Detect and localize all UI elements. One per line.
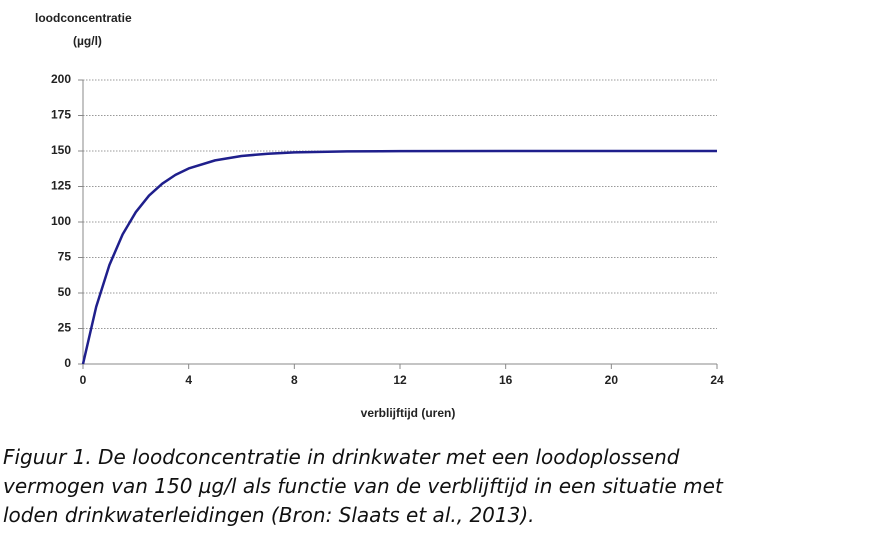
caption-line: Figuur 1. De loodconcentratie in drinkwa…	[3, 445, 680, 469]
y-tick-label: 50	[58, 285, 72, 299]
y-axis-unit: (µg/l)	[73, 34, 102, 48]
x-tick-label: 20	[605, 373, 619, 387]
y-tick-label: 0	[64, 356, 71, 370]
y-tick-label: 125	[51, 179, 71, 193]
y-tick-label: 75	[58, 250, 72, 264]
x-tick-label: 4	[185, 373, 192, 387]
caption-line: loden drinkwaterleidingen (Bron: Slaats …	[3, 503, 535, 527]
y-tick-label: 175	[51, 108, 71, 122]
x-tick-label: 16	[499, 373, 513, 387]
caption-line: vermogen van 150 µg/l als functie van de…	[3, 474, 724, 498]
x-tick-label: 0	[80, 373, 87, 387]
x-tick-label: 12	[393, 373, 407, 387]
y-tick-label: 150	[51, 143, 71, 157]
x-axis-label: verblijftijd (uren)	[361, 406, 456, 420]
x-tick-label: 24	[710, 373, 724, 387]
y-tick-label: 25	[58, 321, 72, 335]
y-axis-label: loodconcentratie	[35, 11, 132, 25]
data-line	[81, 149, 717, 365]
y-tick-label: 200	[51, 72, 71, 86]
y-tick-label: 100	[51, 214, 71, 228]
x-tick-label: 8	[291, 373, 298, 387]
